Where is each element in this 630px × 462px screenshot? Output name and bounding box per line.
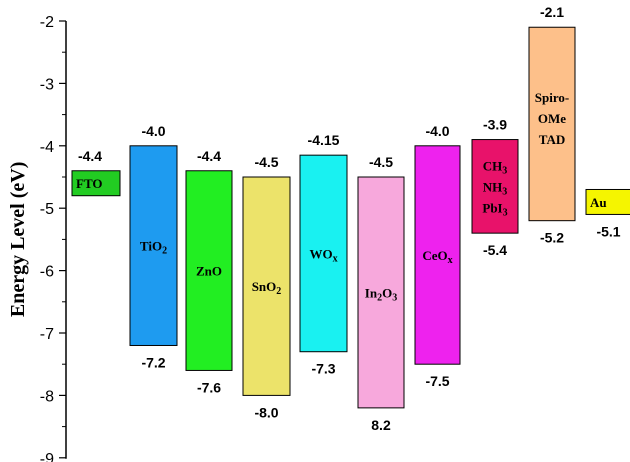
bar-name-label: CeOx (422, 248, 452, 266)
bar-name-label: Spiro-OMe TAD (535, 90, 569, 147)
top-value-label: -4.0 (141, 123, 165, 139)
bar-name-label: ZnO (196, 264, 222, 279)
bar-name-label: In2O3 (365, 285, 397, 303)
bar-name-label: SnO2 (252, 279, 282, 297)
bottom-value-label: -7.3 (311, 361, 335, 377)
y-tick-label: -8 (40, 388, 54, 405)
top-value-label: -4.0 (425, 123, 449, 139)
y-axis-title: Energy Level (eV) (7, 162, 29, 318)
bar-name-label: FTO (76, 176, 103, 191)
bar (242, 176, 291, 396)
bar (414, 145, 461, 365)
bar (71, 170, 121, 197)
bar (185, 170, 233, 371)
bar-group: Au -5.1 (585, 188, 630, 239)
bar-name-label: WOx (309, 246, 337, 264)
bottom-value-label: 8.2 (371, 417, 391, 433)
top-value-label: -4.4 (78, 148, 102, 164)
y-tick-label: -4 (40, 139, 54, 156)
bar (129, 145, 178, 346)
bar-group: SnO2 -4.5 -8.0 (242, 154, 291, 420)
y-tick-label: -7 (40, 326, 54, 343)
bar-name-label: CH3 NH3 PbI3 (482, 158, 507, 218)
bar-group: TiO2 -4.0 -7.2 (129, 123, 178, 370)
bar-group: FTO -4.4 (71, 148, 121, 197)
bar-group: Spiro-OMe TAD -2.1 -5.2 (528, 4, 576, 246)
bar (585, 188, 630, 215)
bottom-value-label: -5.2 (540, 230, 564, 246)
top-value-label: -4.5 (369, 154, 393, 170)
bar-group: ZnO -4.4 -7.6 (185, 148, 233, 395)
bar-name-label: Au (590, 195, 607, 210)
bottom-value-label: -7.6 (197, 379, 221, 395)
y-axis: -2 -3 -4 -5 -6 -7 -8 -9 (40, 14, 67, 462)
top-value-label: -3.9 (483, 117, 507, 133)
bottom-value-label: -7.5 (425, 373, 449, 389)
y-tick-label: -3 (40, 76, 54, 93)
y-tick-label: -5 (40, 201, 54, 218)
bottom-value-label: -5.1 (596, 223, 620, 239)
bar (357, 176, 405, 409)
bar (528, 26, 576, 222)
top-value-label: -4.4 (197, 148, 221, 164)
bottom-value-label: -8.0 (254, 404, 278, 420)
y-tick-label: -9 (40, 451, 54, 462)
y-tick-label: -6 (40, 264, 54, 281)
bar-group: CH3 NH3 PbI3 -3.9 -5.4 (471, 117, 519, 258)
y-tick-label: -2 (40, 14, 54, 31)
bar-group: In2O3 -4.5 8.2 (357, 154, 405, 433)
bar (471, 139, 519, 234)
top-value-label: -4.15 (308, 132, 340, 148)
bottom-value-label: -7.2 (141, 354, 165, 370)
bottom-value-label: -5.4 (483, 242, 507, 258)
bar-group: WOx -4.15 -7.3 (299, 132, 348, 377)
bar (299, 154, 348, 353)
bar-group: CeOx -4.0 -7.5 (414, 123, 461, 389)
top-value-label: -4.5 (254, 154, 278, 170)
top-value-label: -2.1 (540, 4, 564, 20)
bars-group: FTO -4.4 TiO2 -4.0 -7.2 ZnO -4.4 -7.6 SnO2 -4.5 -8… (71, 4, 630, 433)
bar-name-label: TiO2 (140, 239, 167, 257)
